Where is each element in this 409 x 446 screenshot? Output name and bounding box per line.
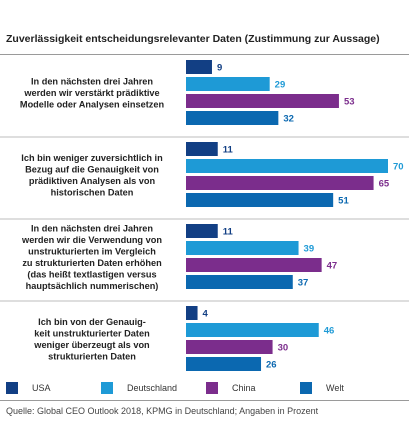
bar-welt-3 [186,275,293,289]
bar-deutschland-2 [186,159,388,173]
category-label-line: (das heißt textlastigen versus [27,269,156,279]
bar-deutschland-1 [186,77,270,91]
legend-item-usa: USA [6,382,51,394]
bar-welt-2 [186,193,334,207]
legend-item-welt: Welt [300,382,344,394]
category-label-line: weniger überzeugt als von [33,340,150,350]
value-label-welt-3: 37 [298,278,309,289]
title-divider [0,54,409,55]
category-label-line: historischen Daten [51,187,134,197]
legend-item-deutschland: Deutschland [101,382,177,394]
value-label-china-2: 65 [379,179,390,190]
bar-china-2 [186,176,374,190]
category-label-line: Ich bin von der Genauig- [38,317,146,327]
bar-china-1 [186,94,339,108]
bar-usa-1 [186,60,212,74]
bar-deutschland-3 [186,241,299,255]
category-label-line: werden wir verstärkt prädiktive [23,88,159,98]
category-label-line: Modelle oder Analysen einsetzen [20,100,165,110]
value-label-deutschland-1: 29 [275,80,286,91]
value-label-usa-1: 9 [217,63,222,74]
category-label-line: hauptsächlich nummerischen) [26,281,159,291]
bar-deutschland-4 [186,323,319,337]
legend-swatch [300,382,312,394]
category-label-4: Ich bin von der Genauig-keit unstrukturi… [33,317,150,362]
value-label-usa-2: 11 [223,145,234,156]
category-label-2: Ich bin weniger zuversichtlich in Bezug a… [21,153,163,198]
category-label-line: unstrukturierten im Vergleich [28,246,156,256]
legend-swatch [6,382,18,394]
category-label-line: werden wir die Verwendung von [21,235,162,245]
category-label-3: In den nächsten drei Jahren werden wir di… [21,223,162,291]
category-label-line: prädiktiven Analysen als von [29,176,156,186]
category-label-line: zu strukturierten Daten erhöhen [22,258,162,268]
value-label-china-3: 47 [327,261,338,272]
bar-usa-4 [186,306,198,320]
value-label-usa-4: 4 [203,309,209,320]
value-label-welt-1: 32 [283,114,294,125]
category-label-line: Ich bin weniger zuversichtlich in [21,153,163,163]
legend-swatch [206,382,218,394]
value-label-deutschland-4: 46 [324,326,335,337]
legend-label: Welt [326,383,344,393]
chart-legend: USA Deutschland China Welt [6,382,406,398]
category-label-line: In den nächsten drei Jahren [31,77,153,87]
value-label-deutschland-3: 39 [304,244,315,255]
category-label-line: keit unstrukturierter Daten [34,328,150,338]
bar-china-3 [186,258,322,272]
legend-label: USA [32,383,51,393]
legend-swatch [101,382,113,394]
category-label-1: In den nächsten drei Jahren werden wir ve… [20,77,165,110]
value-label-usa-3: 11 [223,227,234,238]
value-label-china-4: 30 [278,343,289,354]
value-label-welt-2: 51 [338,196,349,207]
bar-usa-3 [186,224,218,238]
bar-usa-2 [186,142,218,156]
value-label-deutschland-2: 70 [393,162,404,173]
legend-label: China [232,383,256,393]
legend-divider [0,400,409,401]
category-label-line: strukturierten Daten [48,351,136,361]
bar-welt-1 [186,111,279,125]
value-label-welt-4: 26 [266,360,277,371]
chart-source: Quelle: Global CEO Outlook 2018, KPMG in… [6,406,319,416]
chart-title: Zuverlässigkeit entscheidungsrelevanter … [6,33,380,45]
value-label-china-1: 53 [344,97,355,108]
category-label-line: In den nächsten drei Jahren [31,223,153,233]
bar-welt-4 [186,357,262,371]
legend-label: Deutschland [127,383,178,393]
category-label-line: Bezug auf die Genauigkeit von [25,164,159,174]
legend-item-china: China [206,382,256,394]
bar-china-4 [186,340,273,354]
